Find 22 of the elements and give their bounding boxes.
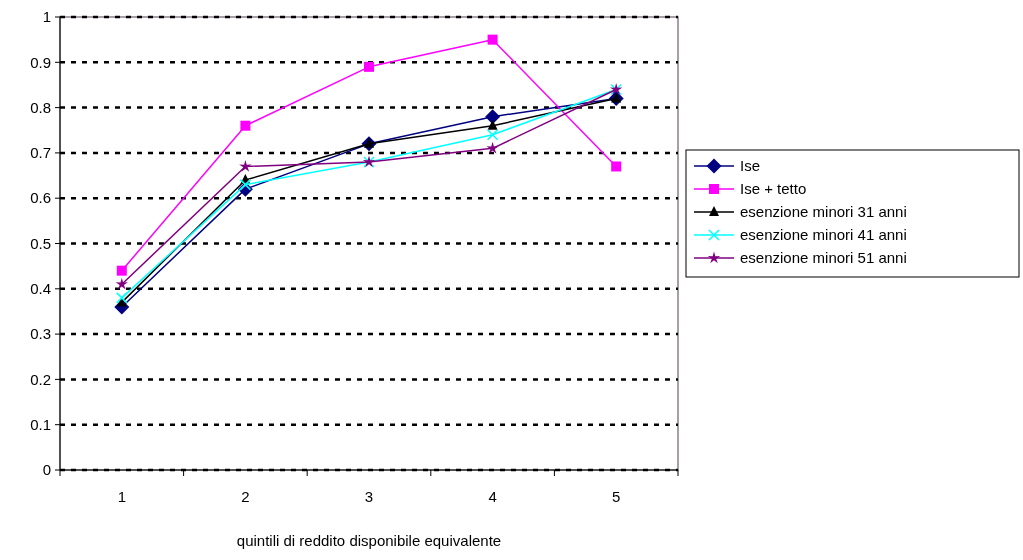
- x-tick-label: 1: [117, 488, 126, 505]
- x-tick-label: 2: [241, 488, 250, 505]
- y-tick-label: 0.7: [30, 144, 51, 162]
- y-tick-label: 0.2: [30, 370, 51, 388]
- legend-label: esenzione minori 31 anni: [740, 203, 907, 221]
- y-tick-label: 0.3: [30, 325, 51, 343]
- legend-label: esenzione minori 41 anni: [740, 226, 907, 244]
- legend-label: Ise + tetto: [740, 180, 807, 198]
- legend-label: Ise: [740, 157, 761, 175]
- y-tick-label: 0.5: [30, 234, 51, 252]
- y-tick-label: 0.4: [30, 280, 51, 298]
- y-tick-label: 0.9: [30, 53, 51, 71]
- x-tick-label: 4: [488, 488, 497, 505]
- y-tick-label: 0.8: [30, 98, 51, 116]
- y-tick-label: 0.1: [30, 415, 51, 433]
- legend-label: esenzione minori 51 anni: [740, 249, 907, 267]
- x-tick-label: 5: [612, 488, 621, 505]
- y-tick-label: 0: [42, 461, 51, 479]
- y-tick-label: 0.6: [30, 189, 51, 207]
- x-axis-title: quintili di reddito disponibile equivalente: [236, 532, 502, 549]
- x-tick-label: 3: [364, 488, 374, 505]
- y-tick-label: 1: [42, 8, 51, 26]
